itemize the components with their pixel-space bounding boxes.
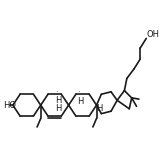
Text: HO: HO [3,101,16,110]
Text: H: H [55,96,61,105]
Text: H: H [96,104,102,113]
Text: H: H [77,97,83,106]
Text: OH: OH [146,30,159,39]
Text: H: H [55,104,61,113]
